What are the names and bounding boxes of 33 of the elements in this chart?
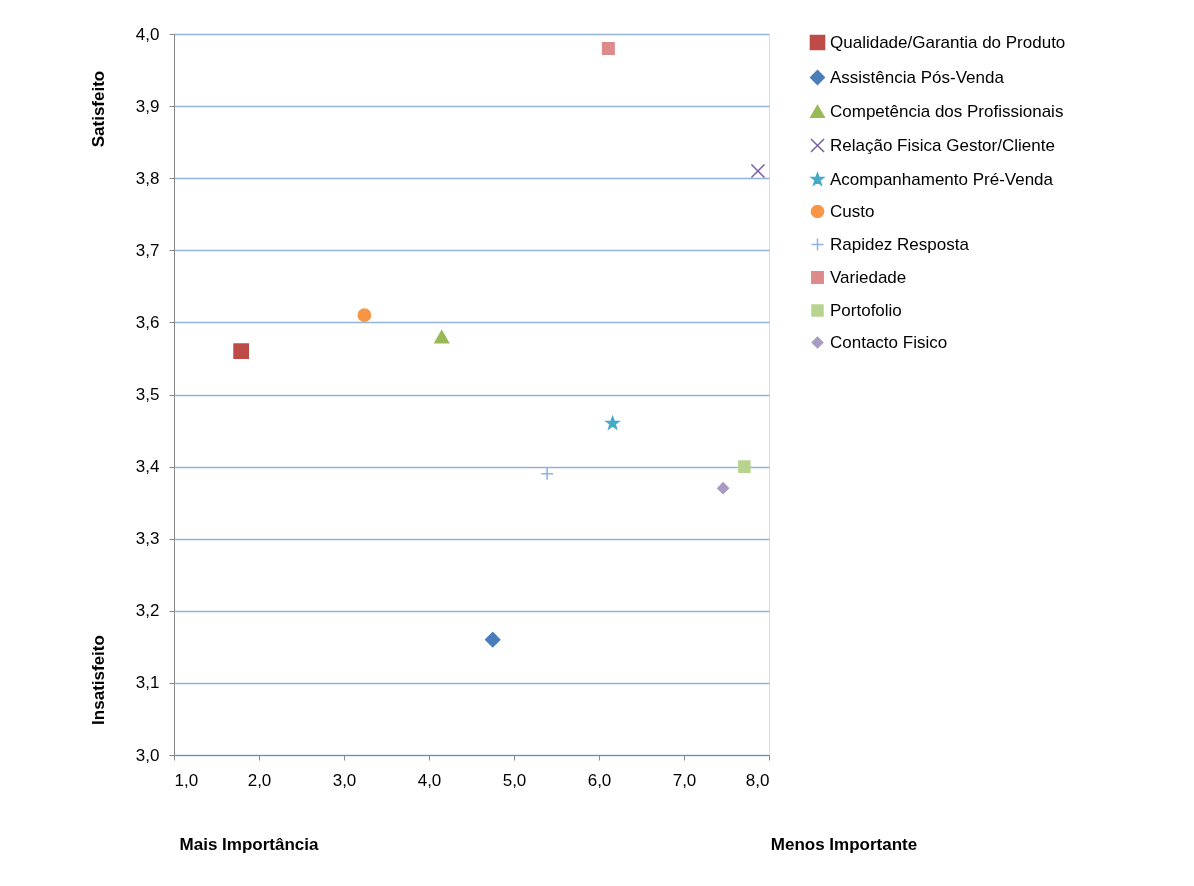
x-tick-label: 6,0 bbox=[587, 770, 612, 790]
x-tick-label: 3,0 bbox=[332, 770, 357, 790]
legend-label: Assistência Pós-Venda bbox=[830, 67, 1005, 87]
legend-label: Variedade bbox=[830, 267, 907, 287]
legend-label: Competência dos Profissionais bbox=[830, 101, 1064, 121]
y-tick-label: 3,8 bbox=[135, 168, 160, 188]
y-tick-label: 3,4 bbox=[135, 457, 160, 477]
x-tick-label: 8,0 bbox=[745, 770, 770, 790]
legend-label: Qualidade/Garantia do Produto bbox=[830, 32, 1066, 52]
x-tick-label: 2,0 bbox=[247, 770, 272, 790]
text: Mais Importância bbox=[179, 835, 319, 854]
legend-label: Portofolio bbox=[830, 300, 902, 320]
x-tick-label: 4,0 bbox=[417, 770, 442, 790]
y-tick-label: 3,2 bbox=[135, 601, 160, 621]
text: Menos Importante bbox=[770, 835, 918, 854]
y-tick-label: 3,6 bbox=[135, 312, 160, 332]
text: Insatisfeito bbox=[89, 635, 108, 725]
legend-label: Custo bbox=[830, 201, 875, 221]
legend-label: Relação Fisica Gestor/Cliente bbox=[830, 135, 1055, 155]
y-tick-label: 3,3 bbox=[135, 529, 160, 549]
x-tick-label: 1,0 bbox=[174, 770, 199, 790]
text: Satisfeito bbox=[89, 70, 108, 148]
x-tick-label: 7,0 bbox=[672, 770, 697, 790]
y-tick-label: 3,1 bbox=[135, 673, 160, 693]
legend-label: Rapidez Resposta bbox=[830, 234, 970, 254]
y-tick-label: 3,7 bbox=[135, 240, 160, 260]
legend-label: Contacto Fisico bbox=[830, 332, 948, 352]
y-tick-label: 3,0 bbox=[135, 745, 160, 765]
y-tick-label: 4,0 bbox=[135, 24, 160, 44]
x-tick-label: 5,0 bbox=[502, 770, 527, 790]
y-tick-label: 3,5 bbox=[135, 385, 160, 404]
y-tick-label: 3,9 bbox=[135, 96, 160, 116]
legend-label: Acompanhamento Pré-Venda bbox=[830, 169, 1054, 189]
